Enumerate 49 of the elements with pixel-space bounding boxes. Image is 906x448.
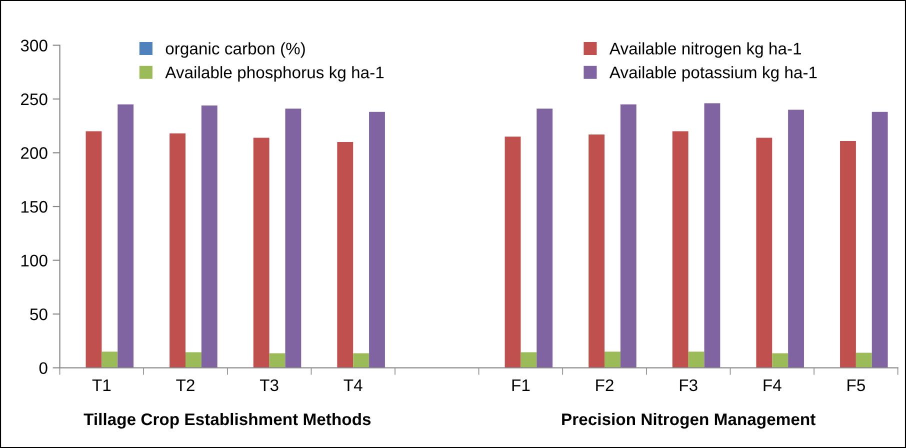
y-tick-label: 100	[21, 254, 48, 266]
bar	[504, 136, 521, 368]
x-tick-label: T2	[176, 379, 194, 391]
y-tick-label: 50	[30, 308, 48, 320]
bar	[756, 138, 772, 368]
legend-label: organic carbon (%)	[166, 42, 305, 58]
bar	[772, 353, 788, 368]
x-tick-label: T4	[344, 380, 362, 391]
y-tick-label: 250	[21, 93, 48, 106]
bar	[872, 112, 888, 368]
text: Tillage Crop Establishment Methods	[84, 412, 371, 429]
bar	[520, 352, 537, 368]
bar	[704, 103, 720, 368]
bar	[102, 352, 118, 368]
x-tick-label: T3	[260, 379, 278, 392]
bar	[672, 131, 688, 368]
x-tick-label: F4	[764, 380, 782, 391]
legend-label: Available nitrogen kg ha-1	[609, 42, 801, 58]
bar	[269, 353, 286, 368]
bar	[337, 142, 354, 368]
bar	[86, 131, 102, 368]
x-tick-label: F3	[680, 379, 698, 392]
bar	[588, 134, 605, 368]
bar	[369, 112, 385, 368]
y-tick-label: 150	[21, 200, 48, 213]
bar	[285, 108, 302, 368]
x-tick-label: F1	[512, 380, 530, 391]
bar	[253, 138, 270, 368]
bar	[604, 352, 620, 368]
y-tick-label: 300	[20, 40, 48, 52]
bar	[118, 104, 134, 368]
bar	[856, 352, 872, 368]
text: Precision Nitrogen Management	[562, 412, 816, 429]
bar	[201, 105, 218, 368]
y-tick-label: 200	[21, 147, 48, 159]
legend-label: Available potassium kg ha-1	[609, 66, 817, 82]
y-tick-label: 0	[39, 362, 48, 374]
bar	[170, 133, 186, 368]
legend-label: Available phosphorus kg ha-1	[165, 66, 384, 82]
bar	[536, 108, 553, 368]
bar	[186, 352, 202, 368]
x-tick-label: T1	[92, 380, 111, 391]
bar	[688, 352, 704, 368]
bar	[353, 353, 370, 368]
bar	[788, 110, 804, 368]
x-tick-label: F5	[848, 380, 865, 392]
bar	[840, 140, 856, 368]
bar	[620, 104, 636, 368]
x-tick-label: F2	[596, 379, 614, 391]
